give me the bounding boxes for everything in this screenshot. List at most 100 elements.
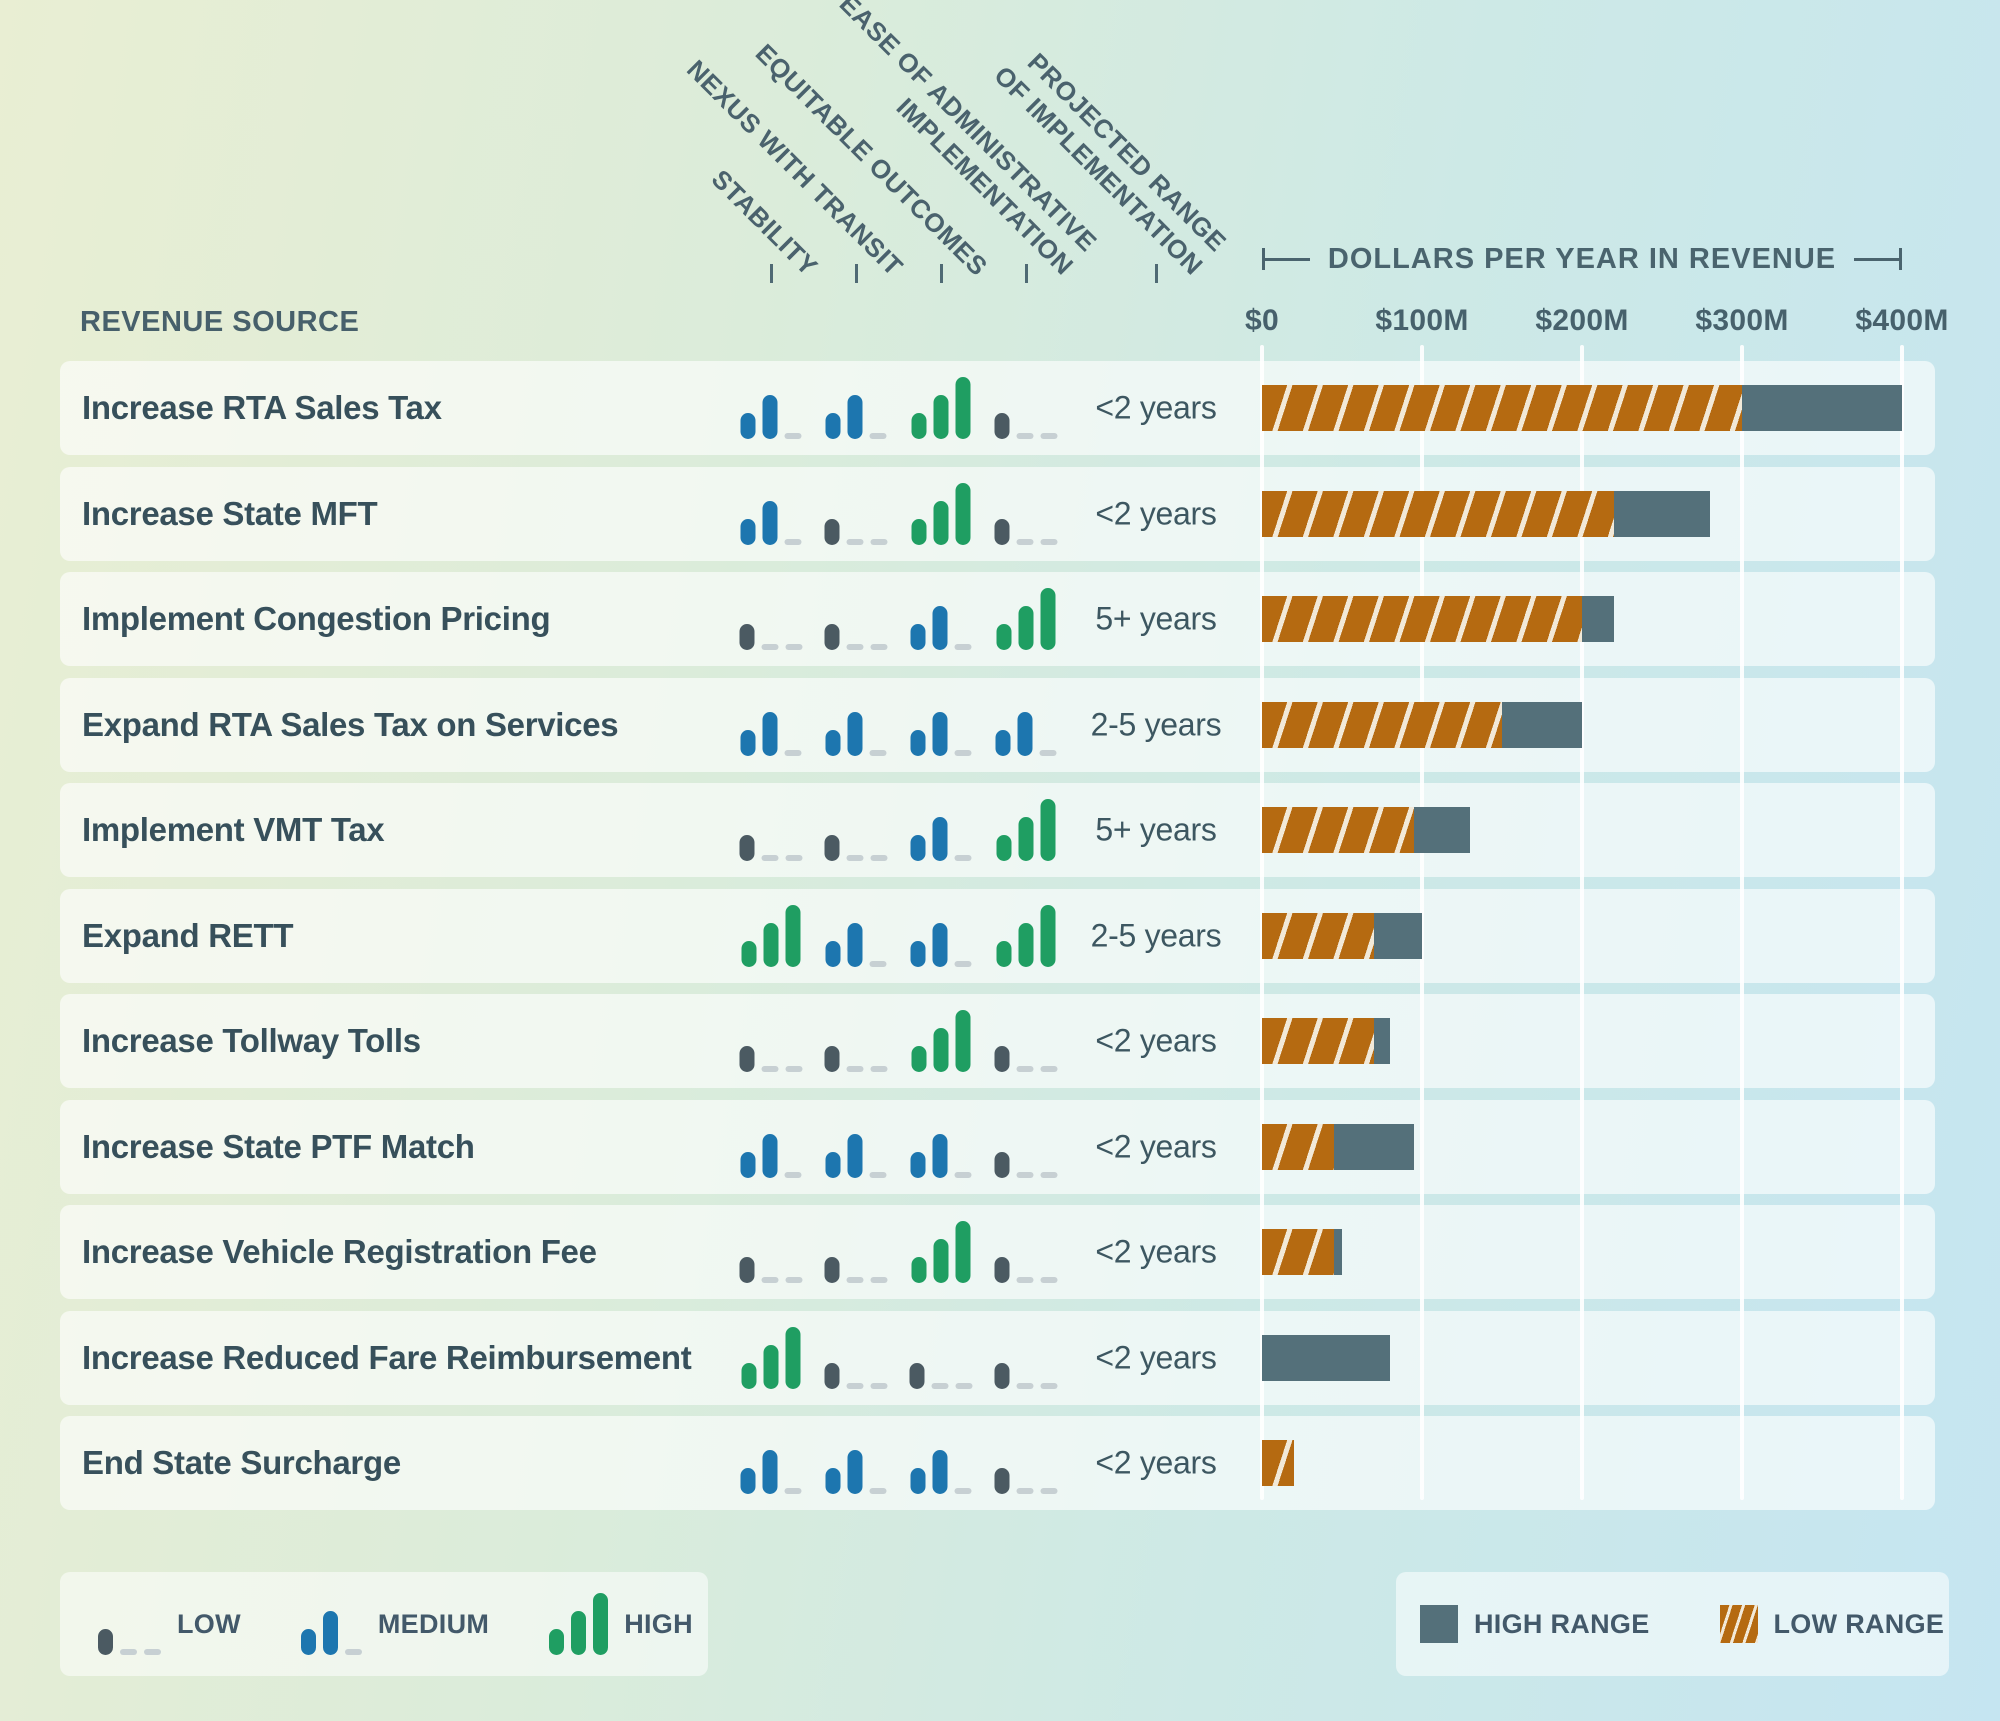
dash-bar xyxy=(761,855,779,861)
high-range-bar-segment xyxy=(1374,1018,1390,1064)
dash-bar xyxy=(846,644,864,650)
whisker-left-line xyxy=(1265,257,1310,261)
rating-legend-label: MEDIUM xyxy=(377,1608,490,1639)
ease-rating-low xyxy=(994,1327,1058,1389)
level-bar xyxy=(933,395,949,439)
level-bar xyxy=(955,1221,971,1283)
range-legend-item-low-range: LOW RANGE xyxy=(1719,1605,1945,1643)
level-bar xyxy=(932,1450,948,1494)
low-rating-icon xyxy=(98,1593,161,1655)
table-row: Increase RTA Sales Tax <2 years xyxy=(60,361,1935,455)
rating-legend-item-low: LOW xyxy=(98,1593,241,1655)
level-bar xyxy=(955,1010,971,1072)
dash-bar xyxy=(846,1277,864,1283)
dash-bar xyxy=(1040,1488,1058,1494)
stability-rating-medium xyxy=(740,694,802,756)
level-bar xyxy=(911,413,927,439)
revenue-bar xyxy=(1262,1334,1390,1381)
dash-bar xyxy=(955,1382,973,1389)
dash-bar xyxy=(1040,1277,1058,1283)
stability-rating-high xyxy=(741,1326,801,1389)
level-bar xyxy=(1018,922,1034,967)
projected-range-value: 5+ years xyxy=(1095,600,1217,637)
nexus-rating-low xyxy=(824,799,888,861)
axis-gridline xyxy=(1420,345,1424,1500)
revenue-bar xyxy=(1262,385,1902,431)
revenue-bar xyxy=(1262,701,1582,748)
level-bar xyxy=(740,413,756,439)
nexus-rating-low xyxy=(824,483,888,545)
revenue-source-label: Increase Tollway Tolls xyxy=(82,1022,421,1059)
stability-rating-medium xyxy=(740,483,802,545)
revenue-bar xyxy=(1262,1018,1390,1064)
dash-bar xyxy=(870,644,888,650)
level-bar xyxy=(549,1629,565,1655)
level-bar xyxy=(996,835,1012,861)
level-bar xyxy=(1018,817,1034,861)
rating-legend-item-high: HIGH xyxy=(549,1593,693,1655)
nexus-rating-low xyxy=(824,588,888,650)
low-range-bar-segment xyxy=(1262,1440,1294,1486)
level-bar xyxy=(910,624,926,650)
level-bar xyxy=(785,904,801,967)
level-bar xyxy=(911,1046,927,1072)
low-range-bar-segment xyxy=(1262,596,1582,642)
level-bar xyxy=(994,518,1010,545)
revenue-source-label: Increase RTA Sales Tax xyxy=(82,389,442,426)
dash-bar xyxy=(1040,1066,1058,1072)
level-bar xyxy=(994,1046,1010,1072)
level-bar xyxy=(322,1611,338,1655)
level-bar xyxy=(762,395,778,439)
range-legend-label: HIGH RANGE xyxy=(1474,1608,1650,1639)
equitable-rating-medium xyxy=(910,1116,972,1178)
level-bar xyxy=(910,729,926,756)
dash-bar xyxy=(144,1649,161,1655)
range-legend: HIGH RANGE LOW RANGE xyxy=(1396,1572,1949,1676)
level-bar xyxy=(825,940,841,967)
axis-tick-label: $0 xyxy=(1245,304,1279,337)
level-bar xyxy=(933,500,949,545)
level-bar xyxy=(932,817,948,861)
level-bar xyxy=(1017,711,1033,756)
dash-bar xyxy=(869,433,887,439)
rating-legend-item-medium: MEDIUM xyxy=(300,1593,490,1655)
dash-bar xyxy=(1040,433,1058,439)
level-bar xyxy=(910,835,926,861)
equitable-rating-high xyxy=(911,377,971,439)
high-rating-icon xyxy=(549,1593,609,1655)
rating-legend-label: HIGH xyxy=(624,1608,693,1639)
dash-bar xyxy=(784,538,802,545)
axis-gridline xyxy=(1900,345,1904,1500)
low-range-bar-segment xyxy=(1262,1229,1334,1275)
level-bar xyxy=(824,624,840,650)
stability-rating-medium xyxy=(740,1432,802,1494)
dash-bar xyxy=(870,1066,888,1072)
equitable-rating-high xyxy=(911,1010,971,1072)
level-bar xyxy=(825,413,841,439)
level-bar xyxy=(825,1468,841,1494)
projected-range-value: <2 years xyxy=(1095,1128,1217,1164)
level-bar xyxy=(739,1046,755,1072)
ease-rating-high xyxy=(996,799,1056,861)
level-bar xyxy=(763,1344,779,1389)
low-range-bar-segment xyxy=(1262,385,1742,431)
level-bar xyxy=(932,922,948,967)
ease-rating-low xyxy=(994,1116,1058,1178)
high-range-bar-segment xyxy=(1742,385,1902,431)
dash-bar xyxy=(931,1382,949,1389)
whisker-left-tick xyxy=(1262,248,1265,270)
dash-bar xyxy=(954,855,972,861)
projected-range-value: <2 years xyxy=(1095,1233,1217,1270)
level-bar xyxy=(762,711,778,756)
column-tick xyxy=(940,264,943,283)
high-range-swatch xyxy=(1420,1605,1458,1643)
dash-bar xyxy=(869,749,887,756)
projected-range-value: <2 years xyxy=(1095,1444,1217,1481)
nexus-rating-low xyxy=(824,1327,888,1389)
level-bar xyxy=(1018,606,1034,650)
level-bar xyxy=(994,1468,1010,1494)
axis-tick-label: $100M xyxy=(1375,304,1469,337)
dash-bar xyxy=(1016,1066,1034,1072)
revenue-source-label: Implement VMT Tax xyxy=(82,811,385,848)
range-legend-item-high-range: HIGH RANGE xyxy=(1420,1605,1650,1643)
